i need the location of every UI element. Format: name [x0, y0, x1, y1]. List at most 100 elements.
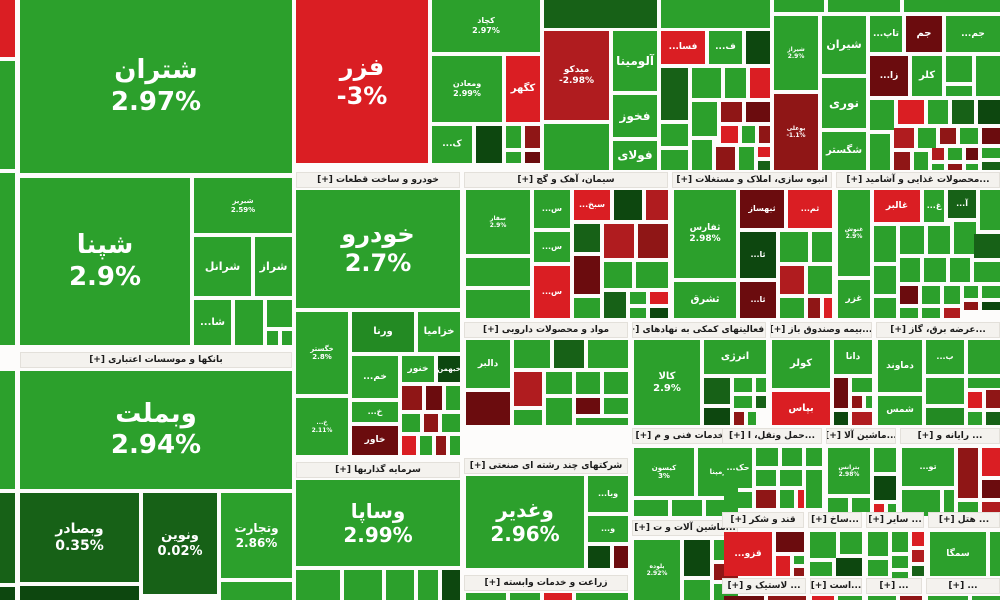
stock-tile[interactable]: شبریز 2.59%: [194, 178, 292, 233]
stock-tile[interactable]: [868, 596, 896, 600]
stock-tile[interactable]: بترانس 2.98%: [828, 448, 870, 494]
stock-tile[interactable]: [982, 286, 1000, 298]
sector-header-financial-aux[interactable]: ...فعالیتهای کمکی به نهادهای [+]: [632, 322, 766, 338]
stock-tile[interactable]: شتران 2.97%: [20, 0, 292, 173]
stock-tile[interactable]: [514, 372, 542, 406]
stock-tile[interactable]: [776, 556, 790, 576]
stock-tile[interactable]: جم...: [946, 16, 1000, 52]
stock-tile[interactable]: [914, 152, 928, 170]
stock-tile[interactable]: وساپا 2.99%: [296, 480, 460, 566]
stock-tile[interactable]: [750, 68, 770, 98]
sector-header-food[interactable]: ...محصولات غذایی و آشامید [+]: [836, 172, 1000, 188]
stock-tile[interactable]: سفار 2.9%: [466, 190, 530, 254]
stock-tile[interactable]: [912, 532, 924, 546]
stock-tile[interactable]: [968, 412, 982, 425]
stock-tile[interactable]: [870, 134, 890, 170]
stock-tile[interactable]: [692, 68, 721, 98]
stock-tile[interactable]: [650, 308, 668, 318]
stock-tile[interactable]: س...: [534, 232, 570, 262]
stock-tile[interactable]: س...: [534, 266, 570, 318]
sector-header-power[interactable]: ...عرضه برق، گاز [+]: [876, 322, 1000, 338]
sector-header-misc-1[interactable]: ... [+]: [866, 578, 922, 594]
stock-tile[interactable]: [646, 190, 668, 220]
stock-tile[interactable]: [630, 292, 646, 304]
stock-tile[interactable]: زا...: [870, 56, 908, 96]
stock-tile[interactable]: [630, 308, 646, 318]
stock-tile[interactable]: [756, 396, 766, 408]
stock-tile[interactable]: [810, 532, 836, 558]
stock-tile[interactable]: وتجارت 2.86%: [221, 493, 292, 578]
stock-tile[interactable]: [402, 386, 422, 410]
stock-tile[interactable]: [948, 148, 962, 160]
stock-tile[interactable]: [661, 124, 688, 146]
stock-tile[interactable]: [952, 100, 974, 124]
stock-tile[interactable]: [506, 152, 521, 163]
stock-tile[interactable]: خم...: [352, 356, 398, 398]
stock-tile[interactable]: [960, 128, 978, 144]
stock-tile[interactable]: [634, 500, 668, 516]
stock-tile[interactable]: [966, 148, 978, 160]
stock-tile[interactable]: [544, 593, 572, 600]
sector-header-pharma[interactable]: مواد و محصولات دارویی [+]: [464, 322, 628, 338]
stock-tile[interactable]: [724, 596, 764, 600]
stock-tile[interactable]: [746, 102, 770, 122]
stock-tile[interactable]: [442, 414, 460, 432]
sector-header-real-estate[interactable]: انبوه سازی، املاک و مستغلات [+]: [672, 172, 832, 188]
stock-tile[interactable]: [725, 68, 746, 98]
stock-tile[interactable]: خبهمن: [438, 356, 460, 382]
stock-tile[interactable]: [808, 298, 820, 318]
stock-tile[interactable]: [868, 532, 888, 556]
stock-tile[interactable]: [806, 470, 822, 508]
stock-tile[interactable]: [944, 286, 960, 304]
stock-tile[interactable]: [759, 126, 770, 143]
stock-tile[interactable]: [221, 582, 292, 600]
stock-tile[interactable]: [852, 412, 872, 425]
stock-tile[interactable]: [982, 162, 1000, 170]
stock-tile[interactable]: [661, 68, 688, 120]
stock-tile[interactable]: [874, 226, 896, 262]
stock-tile[interactable]: [892, 572, 908, 578]
stock-tile[interactable]: [0, 173, 15, 345]
stock-tile[interactable]: خنور: [402, 356, 434, 382]
stock-tile[interactable]: [794, 556, 804, 564]
stock-tile[interactable]: [420, 436, 432, 455]
stock-tile[interactable]: [514, 410, 542, 425]
stock-tile[interactable]: س...: [534, 190, 570, 228]
stock-tile[interactable]: [748, 412, 756, 425]
stock-tile[interactable]: کالا 2.9%: [634, 340, 700, 425]
stock-tile[interactable]: فولای: [613, 141, 657, 170]
stock-tile[interactable]: [554, 340, 584, 368]
stock-tile[interactable]: [874, 476, 896, 500]
stock-tile[interactable]: انرژی: [704, 340, 766, 374]
stock-tile[interactable]: کلر: [912, 56, 942, 96]
stock-tile[interactable]: خاور: [352, 426, 398, 455]
stock-tile[interactable]: [684, 540, 710, 576]
stock-tile[interactable]: ثا...: [740, 282, 776, 318]
stock-tile[interactable]: [466, 593, 506, 600]
stock-tile[interactable]: [734, 378, 752, 392]
stock-tile[interactable]: [756, 448, 778, 466]
stock-tile[interactable]: [574, 224, 600, 252]
stock-tile[interactable]: [446, 386, 460, 410]
stock-tile[interactable]: غالبر: [874, 190, 920, 222]
stock-tile[interactable]: ثا...: [740, 232, 776, 278]
sector-header-transport[interactable]: ...حمل ونقل، ا [+]: [722, 428, 822, 444]
stock-tile[interactable]: [964, 302, 978, 310]
stock-tile[interactable]: [922, 286, 940, 304]
stock-tile[interactable]: [912, 566, 924, 576]
stock-tile[interactable]: [824, 298, 832, 318]
stock-tile[interactable]: [510, 593, 540, 600]
stock-tile[interactable]: [944, 490, 954, 516]
stock-tile[interactable]: [638, 224, 668, 258]
stock-tile[interactable]: [946, 56, 972, 82]
stock-tile[interactable]: [544, 0, 657, 28]
stock-tile[interactable]: [982, 302, 1000, 310]
stock-tile[interactable]: [782, 448, 802, 466]
stock-tile[interactable]: [968, 392, 982, 408]
stock-tile[interactable]: [684, 580, 710, 600]
stock-tile[interactable]: [980, 190, 1000, 230]
stock-tile[interactable]: ثفارس 2.98%: [674, 190, 736, 278]
stock-tile[interactable]: [974, 262, 1000, 282]
sector-header-banks[interactable]: بانکها و موسسات اعتباری [+]: [20, 352, 292, 368]
stock-tile[interactable]: [576, 398, 600, 414]
